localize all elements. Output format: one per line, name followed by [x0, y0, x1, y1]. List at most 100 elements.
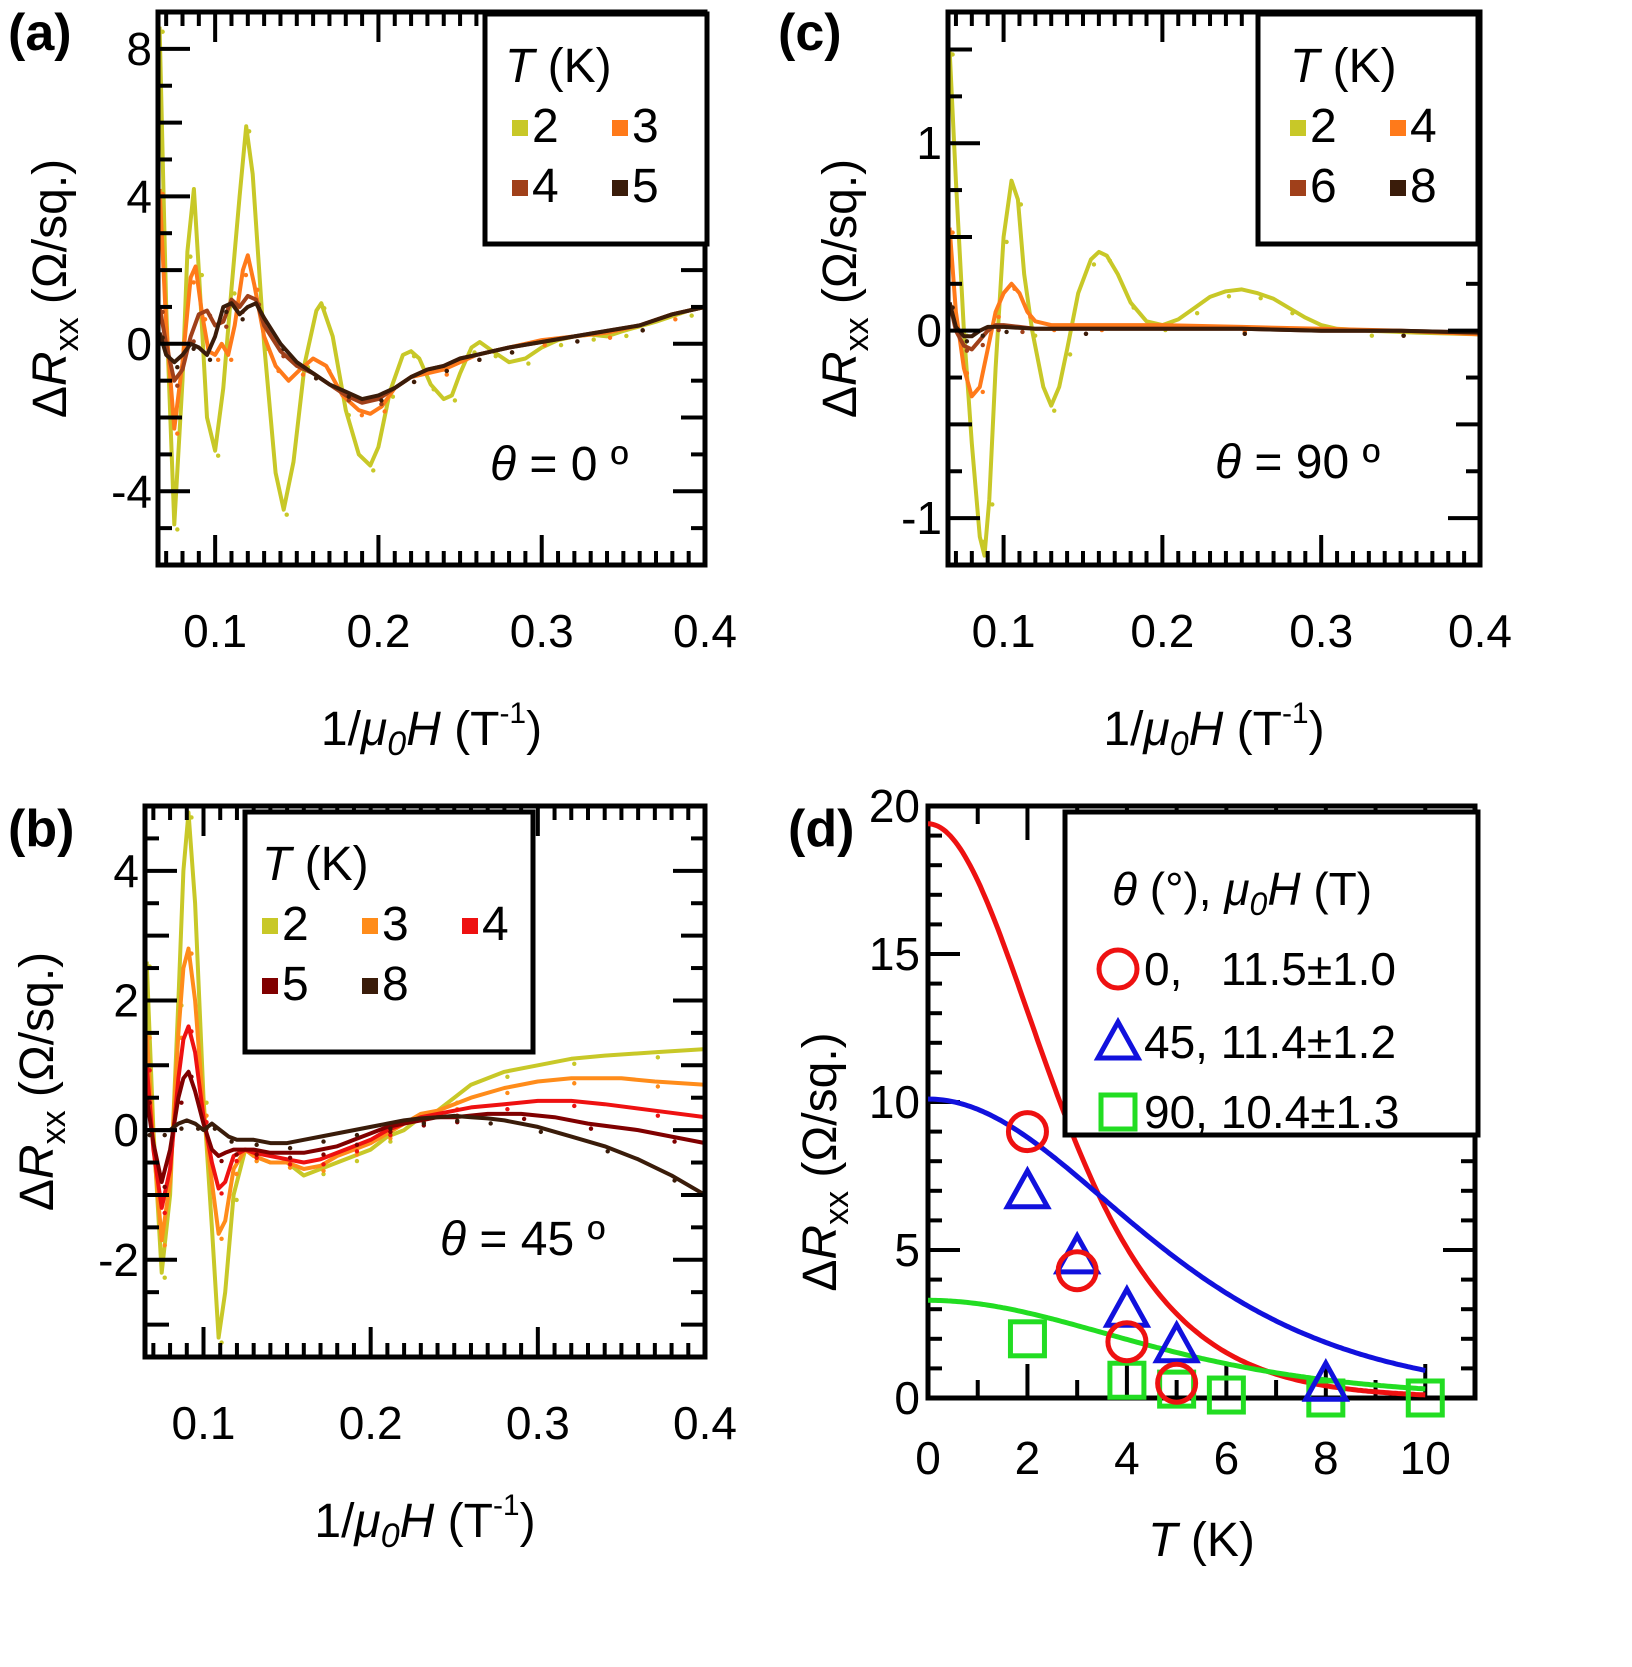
x-axis-label: T (K) — [1148, 1514, 1255, 1567]
data-point — [321, 1162, 326, 1167]
legend-label-2K: 2 — [1310, 100, 1337, 153]
data-point — [558, 342, 564, 348]
data-point — [354, 1152, 360, 1157]
data-point — [204, 1100, 209, 1105]
data-point — [505, 1106, 510, 1112]
data-point — [452, 398, 458, 403]
data-point — [673, 317, 678, 322]
legend-swatch-2K — [512, 120, 528, 136]
y-tick-label: 0 — [916, 305, 942, 357]
data-point — [542, 342, 547, 348]
data-point — [477, 357, 482, 363]
data-point — [1004, 239, 1009, 245]
x-axis-label: 1/μ0H (T-1) — [1103, 697, 1324, 763]
y-axis-label: ΔRxx (Ω/sq.) — [11, 952, 73, 1211]
data-point — [175, 383, 180, 388]
data-point — [388, 1126, 393, 1131]
data-point — [1067, 352, 1073, 357]
data-point — [162, 1132, 167, 1138]
data-point — [199, 272, 205, 278]
data-point — [287, 1165, 293, 1170]
x-tick-label: 8 — [1313, 1432, 1339, 1484]
data-point — [371, 468, 376, 473]
y-tick-label: 0 — [113, 1104, 139, 1156]
data-point-square — [1206, 1375, 1246, 1415]
data-point — [254, 1155, 259, 1161]
legend-label-4K: 4 — [532, 160, 559, 213]
legend-label-5K: 5 — [282, 958, 309, 1011]
data-point — [950, 305, 955, 310]
y-tick-label: 4 — [126, 170, 152, 222]
data-point — [359, 412, 365, 418]
data-point — [179, 1100, 184, 1105]
plot-frame — [945, 9, 1483, 568]
legend-swatch-2K — [1290, 120, 1306, 136]
x-tick-label: 0.1 — [183, 605, 247, 657]
series-group — [158, 26, 705, 532]
legend-marker-circle — [1096, 947, 1140, 991]
data-point — [605, 1149, 610, 1154]
data-point — [411, 379, 417, 385]
data-point — [202, 317, 208, 322]
data-point — [189, 1029, 194, 1034]
data-point — [162, 1243, 167, 1248]
data-point — [1194, 310, 1200, 316]
panel-label: (a) — [8, 4, 72, 62]
y-tick-label: 0 — [894, 1372, 920, 1424]
legend-label-3K: 3 — [632, 100, 659, 153]
series-line-5K — [158, 301, 705, 402]
x-tick-label: 0.4 — [673, 605, 737, 657]
data-point — [379, 401, 384, 407]
data-point — [147, 1132, 152, 1138]
series-line-8K — [146, 1113, 705, 1197]
legend-label-4K: 4 — [482, 898, 509, 951]
data-point — [640, 328, 645, 333]
data-point — [996, 314, 1001, 320]
data-point — [1091, 262, 1097, 267]
data-point — [234, 1171, 239, 1177]
data-point-triangle — [1301, 1358, 1351, 1402]
data-point — [488, 1121, 493, 1126]
data-point-circle — [1105, 1320, 1149, 1364]
data-point — [964, 348, 970, 353]
data-point — [1242, 331, 1247, 337]
data-point — [607, 335, 613, 340]
legend-title: T (K) — [262, 838, 369, 891]
data-point — [964, 339, 970, 344]
data-point — [287, 1145, 293, 1151]
x-tick-label: 0 — [915, 1432, 941, 1484]
data-point-circle — [1055, 1249, 1099, 1293]
data-point — [321, 1152, 326, 1157]
legend-title: T (K) — [1290, 40, 1397, 93]
data-point — [189, 951, 194, 956]
data-point — [189, 815, 194, 820]
data-point — [588, 1126, 594, 1131]
y-tick-label: 5 — [894, 1224, 920, 1276]
data-point — [655, 1084, 661, 1089]
data-point — [575, 339, 580, 344]
data-point — [950, 230, 955, 235]
angle-annotation: θ = 90 º — [1215, 436, 1380, 489]
legend-label-circle: 0, 11.5±1.0 — [1144, 943, 1396, 995]
legend-label-3K: 3 — [382, 898, 409, 951]
data-point — [1107, 258, 1113, 263]
data-point — [493, 353, 498, 359]
legend-label-8K: 8 — [382, 958, 409, 1011]
data-point — [162, 1210, 167, 1216]
data-point — [388, 1136, 393, 1141]
data-point — [191, 280, 196, 285]
data-point — [254, 1152, 259, 1157]
data-point — [444, 372, 449, 377]
x-tick-label: 0.3 — [510, 605, 574, 657]
data-point — [1032, 333, 1038, 338]
legend-swatch-8K — [362, 978, 378, 994]
data-point — [388, 1139, 393, 1144]
data-point — [322, 306, 327, 311]
data-point-triangle — [1152, 1319, 1201, 1364]
data-point — [1020, 329, 1025, 335]
data-point — [243, 272, 249, 278]
data-point — [229, 1139, 234, 1144]
data-point — [229, 357, 234, 363]
data-point — [431, 387, 436, 392]
